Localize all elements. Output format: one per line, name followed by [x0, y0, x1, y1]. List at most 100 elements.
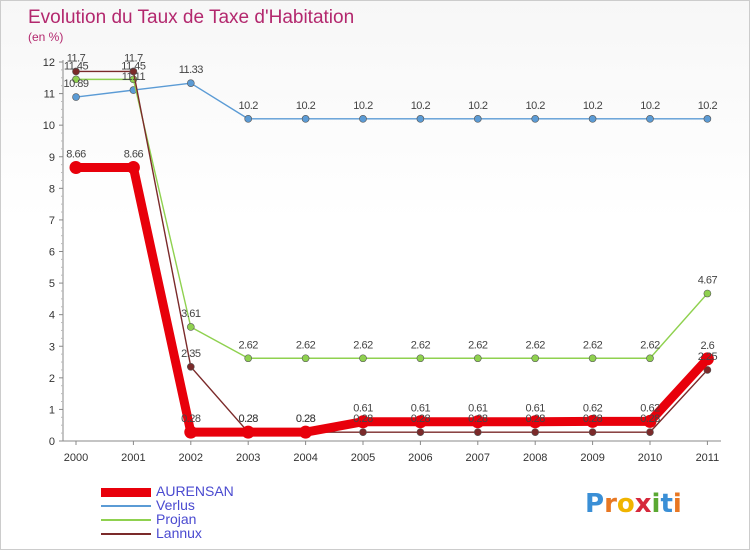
data-point-projan	[588, 354, 597, 363]
data-label-projan: 2.62	[583, 339, 603, 351]
data-point-verlus	[72, 93, 80, 101]
y-tick-label: 8	[49, 183, 55, 195]
data-point-verlus	[244, 115, 252, 123]
data-point-verlus	[531, 115, 540, 123]
data-label-lannux: 11.7	[67, 52, 86, 64]
legend-label: Verlus	[156, 497, 195, 513]
x-tick-label: 2009	[580, 452, 604, 464]
data-point-verlus	[646, 115, 654, 123]
data-point-verlus	[187, 79, 195, 87]
data-label-aurensan: 0.28	[238, 413, 258, 425]
data-point-lannux	[473, 428, 482, 436]
data-label-verlus: 10.2	[411, 100, 431, 112]
data-point-aurensan	[528, 415, 542, 429]
legend-label: Projan	[156, 511, 197, 527]
data-label-verlus: 10.2	[353, 100, 373, 112]
data-point-lannux	[646, 428, 654, 436]
series-line-lannux	[75, 70, 709, 433]
x-tick-label: 2005	[351, 452, 375, 464]
y-tick-label: 2	[49, 373, 55, 385]
x-tick-label: 2011	[696, 452, 720, 464]
data-label-aurensan: 8.66	[124, 148, 144, 160]
brand-letter: o	[616, 489, 635, 519]
data-label-aurensan: 0.61	[525, 403, 545, 415]
data-label-lannux: 0.28	[411, 413, 431, 425]
data-point-aurensan	[413, 415, 427, 429]
data-label-lannux: 11.7	[124, 52, 143, 64]
data-label-aurensan: 8.66	[66, 148, 86, 160]
data-label-verlus: 10.2	[525, 100, 545, 112]
data-label-projan: 2.62	[353, 339, 373, 351]
data-point-aurensan	[643, 414, 657, 428]
data-point-aurensan	[356, 415, 370, 429]
data-point-lannux	[703, 366, 712, 374]
data-label-projan: 4.67	[698, 275, 718, 287]
data-point-aurensan	[241, 425, 255, 439]
legend-swatch	[101, 519, 151, 521]
data-point-lannux	[416, 428, 425, 436]
data-point-lannux	[72, 67, 80, 76]
data-label-aurensan: 2.6	[701, 340, 715, 352]
chart-title: Evolution du Taux de Taxe d'Habitation	[28, 7, 355, 28]
brand-letter: i	[651, 489, 661, 519]
data-label-aurensan: 0.61	[411, 403, 431, 415]
data-label-verlus: 11.11	[122, 71, 146, 83]
legend-label: Lannux	[156, 525, 202, 541]
x-tick-label: 2007	[466, 452, 490, 464]
data-label-aurensan: 0.28	[296, 413, 316, 425]
data-label-projan: 2.62	[296, 339, 316, 351]
y-tick-label: 7	[49, 215, 55, 227]
data-point-projan	[531, 354, 540, 363]
data-point-projan	[703, 289, 712, 298]
data-label-verlus: 10.2	[296, 100, 316, 112]
x-tick-label: 2000	[64, 452, 88, 464]
y-tick-label: 9	[49, 152, 55, 164]
data-point-projan	[301, 354, 310, 363]
x-tick-label: 2006	[408, 452, 432, 464]
brand-letter: t	[660, 489, 673, 519]
data-label-verlus: 11.33	[179, 64, 204, 76]
data-label-aurensan: 0.61	[468, 403, 488, 415]
brand-letter: P	[585, 489, 605, 519]
data-point-projan	[72, 75, 80, 84]
data-point-aurensan	[471, 415, 485, 429]
legend-swatch	[101, 505, 151, 507]
data-point-verlus	[301, 115, 310, 123]
data-point-verlus	[359, 115, 367, 123]
data-point-lannux	[359, 428, 367, 436]
brand-letter: r	[604, 489, 617, 519]
data-label-lannux: 0.28	[296, 413, 316, 425]
data-label-aurensan: 0.28	[181, 413, 201, 425]
chart-unit-label: (en %)	[28, 30, 64, 44]
data-label-projan: 11.45	[64, 60, 89, 72]
y-tick-label: 4	[49, 310, 55, 322]
data-point-projan	[244, 354, 252, 363]
x-tick-label: 2004	[293, 452, 317, 464]
series-line-verlus	[75, 82, 709, 120]
data-point-verlus	[703, 115, 712, 123]
data-label-lannux: 2.35	[181, 348, 201, 360]
data-point-verlus	[473, 115, 482, 123]
y-tick-label: 12	[43, 57, 55, 69]
y-tick-label: 11	[44, 89, 55, 101]
data-point-aurensan	[69, 160, 83, 174]
data-label-projan: 3.61	[181, 308, 201, 320]
x-tick-label: 2008	[523, 452, 547, 464]
data-point-aurensan	[184, 425, 198, 439]
data-point-verlus	[588, 115, 597, 123]
data-label-verlus: 10.2	[468, 100, 488, 112]
x-tick-label: 2010	[638, 452, 662, 464]
x-tick-label: 2002	[179, 452, 203, 464]
legend-label: AURENSAN	[156, 483, 234, 499]
data-label-verlus: 10.2	[698, 100, 718, 112]
data-point-projan	[359, 354, 367, 363]
data-label-aurensan: 0.62	[583, 402, 603, 414]
data-label-verlus: 10.2	[640, 100, 660, 112]
brand-letter: x	[634, 489, 652, 519]
data-point-aurensan	[586, 414, 600, 428]
y-tick-label: 5	[49, 278, 55, 290]
legend-swatch	[101, 487, 151, 497]
data-label-verlus: 10.89	[63, 78, 88, 90]
data-point-projan	[646, 354, 654, 363]
